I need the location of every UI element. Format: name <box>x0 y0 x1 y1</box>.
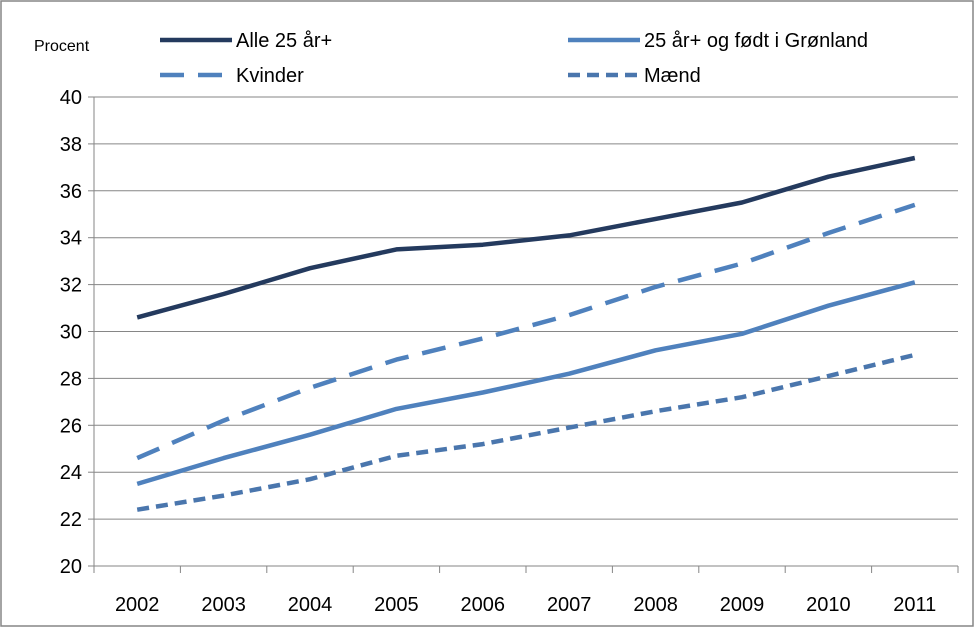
y-tick-labels: 20 22 24 26 28 30 32 34 36 38 40 <box>60 87 82 578</box>
x-tick-label: 2007 <box>547 594 592 616</box>
x-tick-label: 2004 <box>288 594 333 616</box>
x-tick-label: 2005 <box>374 594 419 616</box>
x-tick-label: 2006 <box>461 594 506 616</box>
legend: Alle 25 år+ 25 år+ og født i Grønland Kvin… <box>160 30 868 87</box>
legend-label: Alle 25 år+ <box>236 30 332 52</box>
y-tick-label: 26 <box>60 415 82 437</box>
y-tick-label: 32 <box>60 275 82 297</box>
y-tick-label: 40 <box>60 87 82 109</box>
legend-label: 25 år+ og født i Grønland <box>644 30 868 52</box>
series-line-1 <box>136 155 916 320</box>
y-tick-label: 38 <box>60 134 82 156</box>
x-tick-label: 2011 <box>893 594 936 616</box>
series-line-2 <box>136 280 916 487</box>
x-tick-label: 2010 <box>806 594 851 616</box>
legend-label: Mænd <box>644 65 701 87</box>
series-lines <box>136 155 916 512</box>
x-tick-label: 2009 <box>720 594 765 616</box>
y-tick-label: 30 <box>60 322 82 344</box>
y-tick-label: 22 <box>60 509 82 531</box>
y-tick-label: 34 <box>60 228 82 250</box>
y-tick-label: 28 <box>60 368 82 390</box>
y-axis-label: Procent <box>34 38 90 55</box>
x-tick-label: 2008 <box>633 594 678 616</box>
y-tick-label: 20 <box>60 556 82 578</box>
x-tick-labels: 2002 2003 2004 2005 2006 2007 2008 2009 2010 2011 <box>115 594 936 616</box>
x-tick-label: 2002 <box>115 594 160 616</box>
legend-label: Kvinder <box>236 65 304 87</box>
y-tick-label: 24 <box>60 462 82 484</box>
axes <box>88 96 959 573</box>
gridlines <box>94 96 958 520</box>
x-tick-label: 2003 <box>201 594 246 616</box>
y-tick-label: 36 <box>60 181 82 203</box>
